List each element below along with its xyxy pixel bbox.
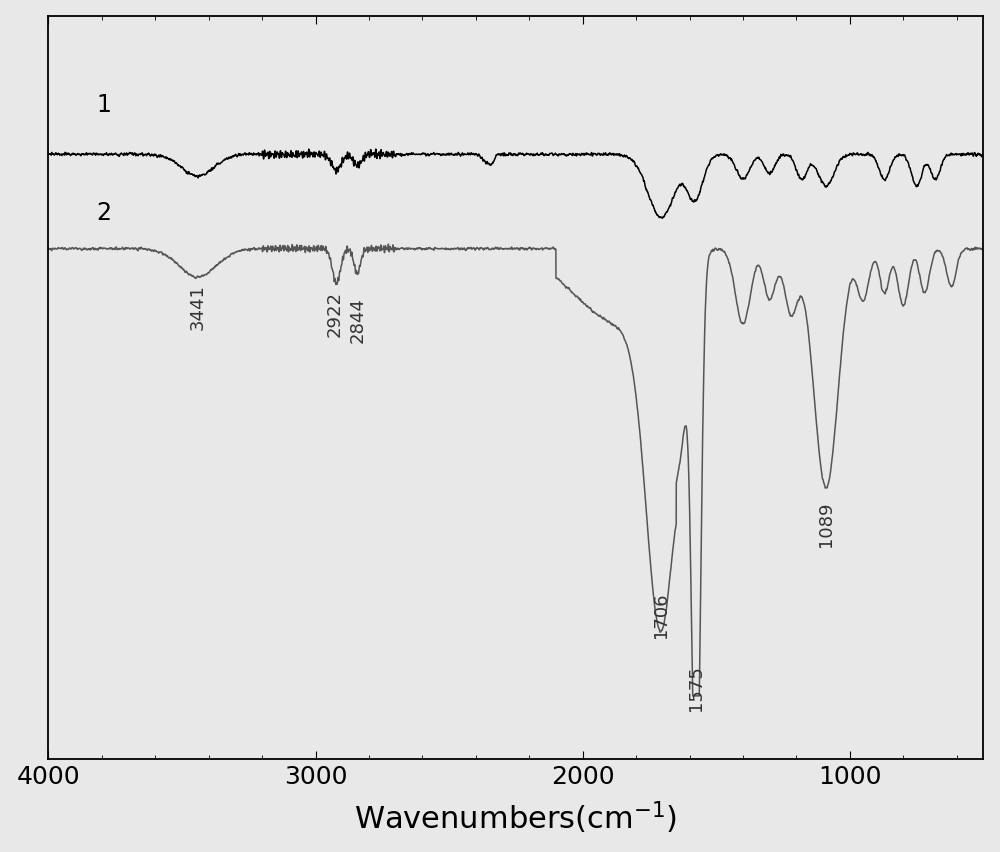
Text: 1089: 1089 <box>817 500 835 546</box>
Text: 1706: 1706 <box>652 592 670 637</box>
Text: 2844: 2844 <box>348 296 366 343</box>
Text: 1575: 1575 <box>687 665 705 711</box>
Text: 3441: 3441 <box>189 284 207 330</box>
Text: 1: 1 <box>97 94 111 118</box>
Text: 2922: 2922 <box>325 291 343 337</box>
Text: 2: 2 <box>97 200 112 224</box>
X-axis label: Wavenumbers(cm$^{-1}$): Wavenumbers(cm$^{-1}$) <box>354 799 677 835</box>
